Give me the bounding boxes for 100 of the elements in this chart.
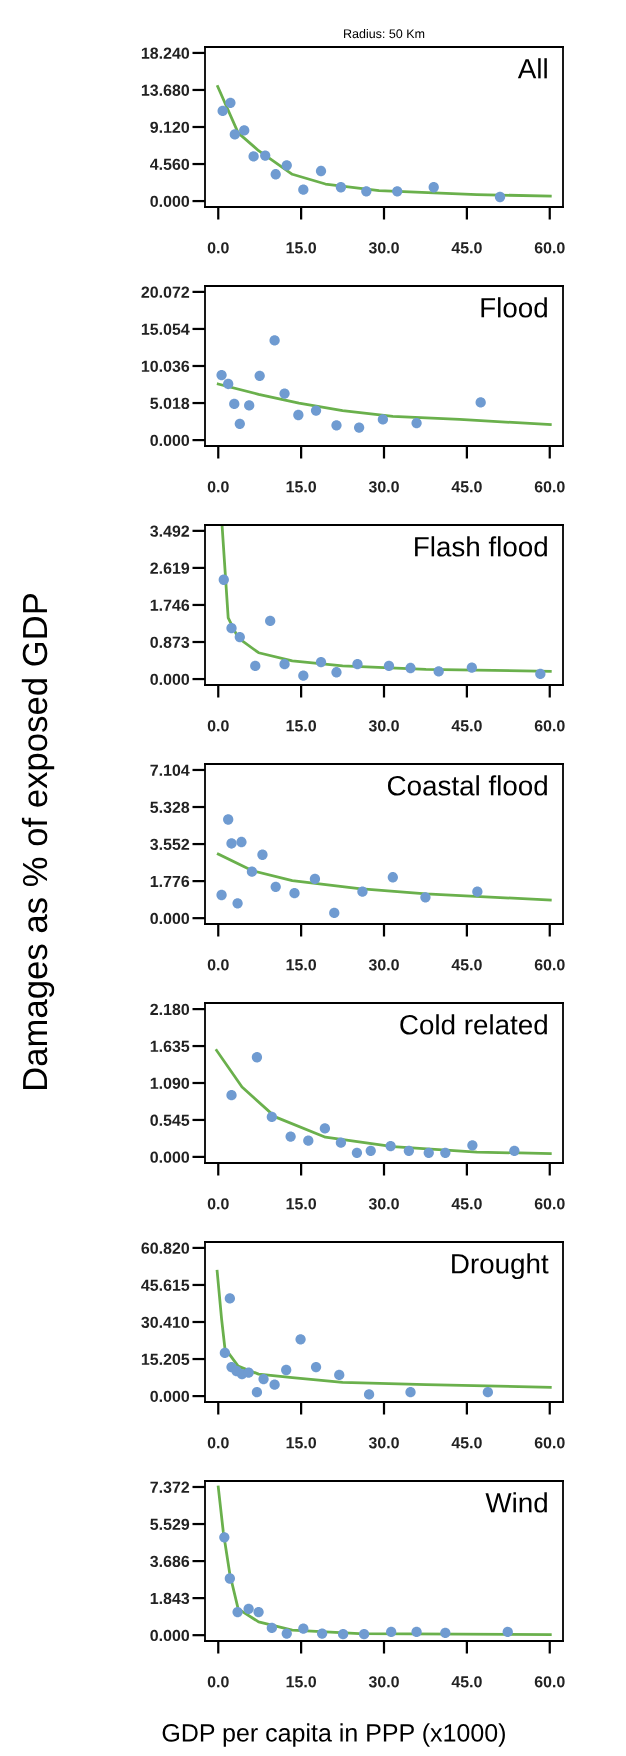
point — [279, 388, 290, 399]
point — [309, 873, 321, 885]
point — [482, 1387, 494, 1398]
point — [232, 1606, 243, 1618]
chart-title: Coastal flood — [387, 775, 547, 796]
y-tick-label: 5.328 — [150, 801, 190, 813]
point — [257, 849, 268, 860]
y-tick-label: 0.000 — [150, 1151, 190, 1163]
chart-title: All — [517, 58, 547, 79]
y-tick-label: 0.000 — [150, 912, 190, 925]
y-tick-label: 13.680 — [141, 84, 190, 96]
point — [494, 191, 506, 203]
line-series — [216, 85, 552, 198]
x-tick-label: 60.0 — [534, 1198, 565, 1210]
point — [440, 1147, 451, 1158]
point — [403, 1145, 415, 1156]
point — [535, 668, 546, 680]
point — [467, 1140, 478, 1151]
y-tick-label: 3.552 — [150, 838, 190, 851]
point — [428, 182, 439, 193]
point — [319, 1123, 331, 1134]
point — [216, 889, 227, 901]
y-tick-label: 20.072 — [141, 286, 190, 298]
y-tick-label: 1.746 — [150, 599, 190, 611]
point — [423, 1147, 434, 1158]
point — [405, 662, 416, 674]
point — [293, 409, 304, 421]
point — [472, 886, 483, 897]
y-tick-label: 4.560 — [150, 158, 190, 170]
y-tick-label: 2.619 — [150, 562, 190, 574]
point — [363, 1389, 375, 1400]
x-tick-label: 60.0 — [534, 1437, 565, 1449]
point — [226, 838, 237, 849]
point — [285, 1131, 296, 1142]
y-tick-label: 3.686 — [150, 1555, 190, 1568]
x-tick-label: 15.0 — [286, 242, 317, 254]
point — [411, 1626, 422, 1638]
point — [250, 660, 261, 672]
point — [243, 1603, 254, 1614]
point — [509, 1145, 520, 1156]
y-tick-label: 2.180 — [150, 1003, 190, 1016]
line-series — [216, 382, 552, 426]
x-tick-label: 30.0 — [368, 242, 399, 254]
x-tick-label: 60.0 — [534, 242, 565, 254]
point — [232, 898, 243, 909]
point — [440, 1627, 451, 1639]
y-tick-label: 1.090 — [150, 1077, 190, 1089]
point — [223, 814, 234, 825]
line-series — [216, 852, 552, 902]
y-tick-label: 3.492 — [150, 525, 190, 537]
point — [225, 97, 236, 108]
point — [420, 892, 431, 903]
point — [351, 1147, 363, 1158]
x-tick-label: 45.0 — [451, 1676, 482, 1688]
chart-title: Cold related — [400, 1014, 547, 1035]
y-tick-label: 0.000 — [150, 1629, 190, 1642]
x-tick-label: 15.0 — [286, 959, 317, 971]
point — [281, 1364, 292, 1376]
point — [466, 662, 477, 673]
chart-title: Drought — [452, 1253, 549, 1280]
point — [433, 666, 444, 677]
x-tick-label: 45.0 — [451, 1437, 482, 1449]
x-tick-label: 45.0 — [451, 481, 482, 493]
x-tick-label: 60.0 — [534, 481, 565, 493]
point — [365, 1145, 376, 1156]
point — [310, 1361, 322, 1373]
point — [229, 398, 240, 410]
x-tick-label: 45.0 — [451, 1198, 482, 1210]
y-tick-label: 10.036 — [141, 360, 190, 372]
point — [270, 169, 281, 180]
line-series — [215, 1049, 552, 1155]
y-tick-label: 18.240 — [141, 47, 190, 59]
y-tick-label: 30.410 — [141, 1316, 190, 1328]
chart-title: Wind — [485, 1492, 547, 1513]
point — [253, 1606, 264, 1618]
x-tick-label: 0.0 — [207, 242, 229, 254]
point — [377, 414, 389, 425]
point — [244, 400, 255, 411]
y-tick-label: 0.000 — [150, 1390, 190, 1403]
point — [475, 397, 486, 408]
x-tick-label: 60.0 — [534, 720, 565, 732]
y-tick-label: 15.205 — [141, 1353, 190, 1365]
point — [334, 1369, 345, 1381]
point — [383, 660, 395, 672]
point — [310, 405, 322, 416]
chart-title: Flood — [481, 297, 547, 318]
x-tick-label: 15.0 — [286, 481, 317, 493]
point — [352, 659, 363, 670]
x-tick-label: 0.0 — [207, 481, 229, 493]
point — [387, 872, 398, 883]
point — [331, 420, 342, 431]
point — [298, 184, 309, 195]
y-tick-label: 0.000 — [150, 673, 190, 685]
x-tick-label: 30.0 — [368, 720, 399, 732]
point — [303, 1135, 314, 1146]
y-tick-label: 1.776 — [150, 875, 190, 888]
point — [357, 886, 368, 897]
x-tick-label: 30.0 — [368, 1198, 399, 1210]
point — [316, 1628, 328, 1639]
y-tick-label: 0.000 — [150, 195, 190, 208]
